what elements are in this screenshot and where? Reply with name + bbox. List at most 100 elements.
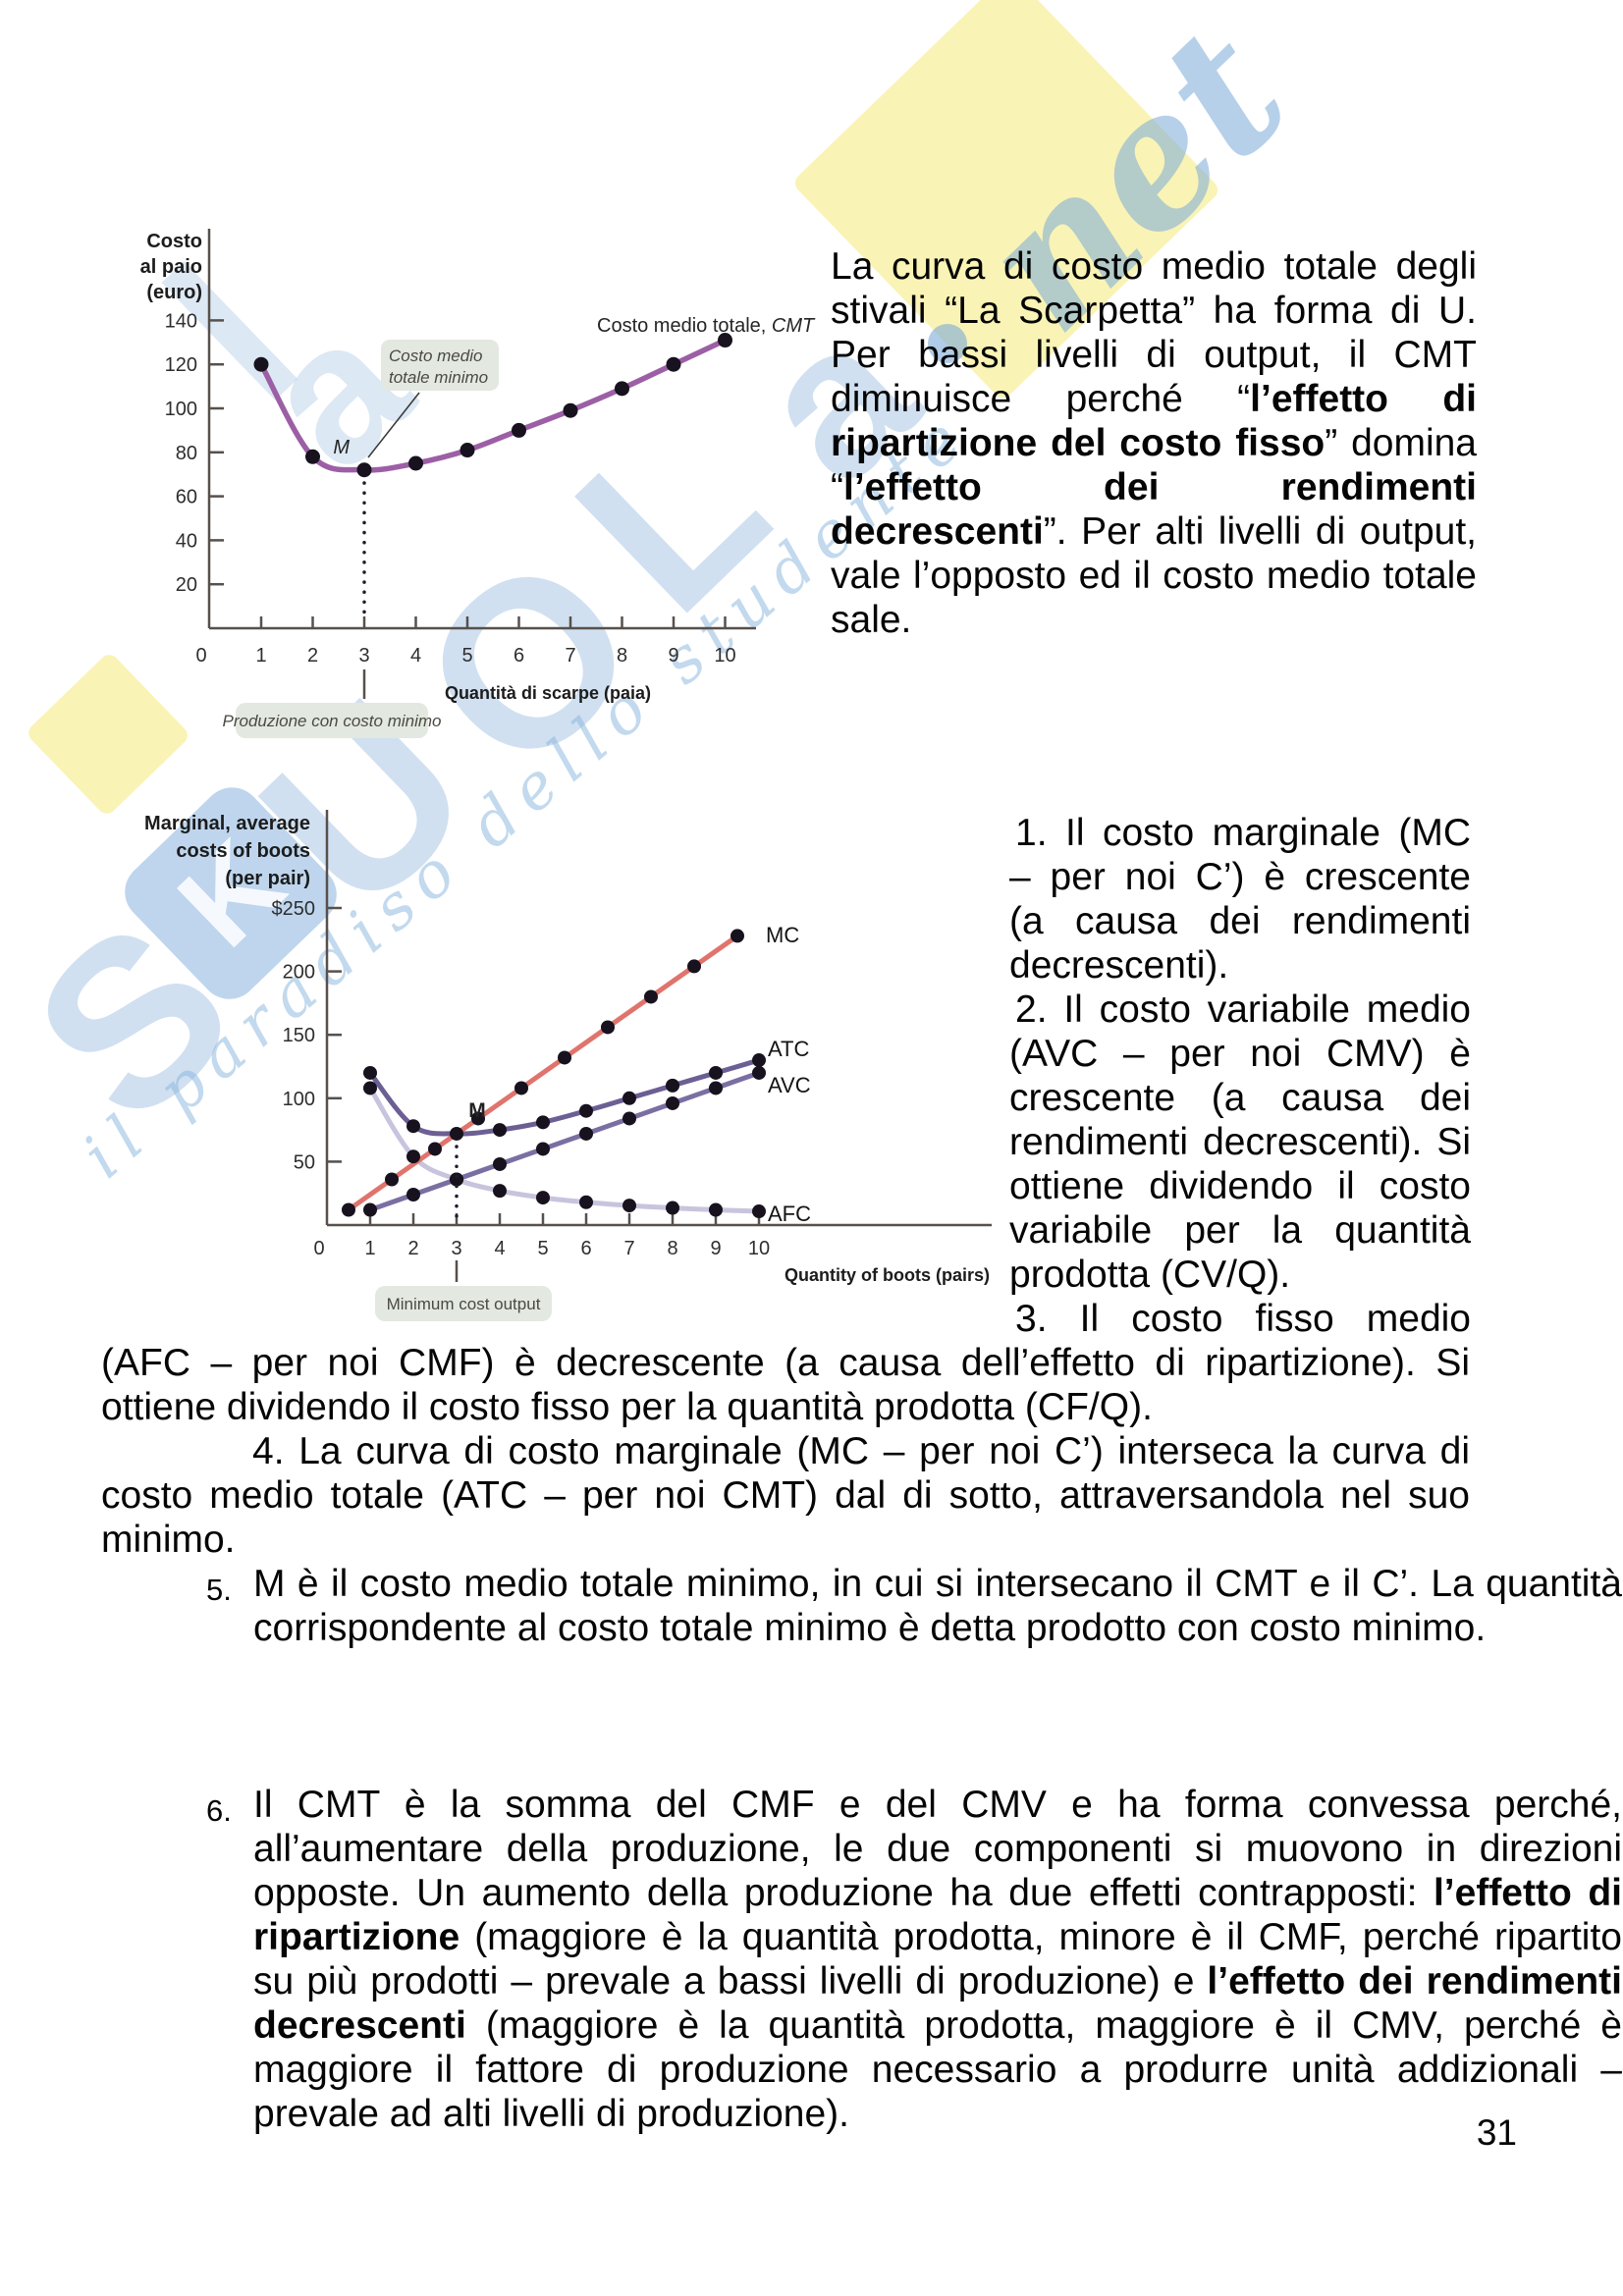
note-item-5: 5. M è il costo medio totale minimo, in … — [101, 1562, 1622, 1650]
data-point-AVC — [493, 1156, 507, 1171]
data-point-AVC — [622, 1111, 636, 1126]
x-tick-label: 9 — [710, 1238, 721, 1259]
x-tick-label: 7 — [565, 645, 575, 667]
x-tick-label: 6 — [580, 1238, 591, 1259]
list-number: 5. — [206, 1573, 232, 1607]
data-point-ATC — [666, 1078, 679, 1093]
y-tick-label: 120 — [165, 354, 197, 376]
data-point-MC — [342, 1202, 355, 1217]
note-item-3-first-line: 3. Il costo fisso medio — [1015, 1298, 1471, 1340]
data-point-CMT — [408, 455, 423, 471]
x-tick-label: 2 — [407, 1238, 418, 1259]
data-point-MC — [514, 1081, 528, 1095]
y-tick-label: 80 — [176, 443, 197, 464]
data-point-AVC — [752, 1065, 766, 1080]
data-point-MC — [730, 929, 744, 943]
data-point-CMT — [615, 381, 629, 397]
data-point-AFC — [752, 1204, 766, 1219]
series-curve-MC — [346, 933, 740, 1212]
series-curve-AFC — [367, 1086, 762, 1214]
data-point-CMT — [666, 356, 681, 372]
data-point-CMT — [356, 462, 372, 478]
data-point-ATC — [579, 1103, 593, 1118]
data-point-AFC — [536, 1191, 550, 1205]
x-tick-label: 4 — [494, 1238, 505, 1259]
chart1-callout-pointer — [367, 392, 420, 458]
data-point-AVC — [536, 1142, 550, 1156]
note-item-6-text: Il CMT è la somma del CMF e del CMV e ha… — [253, 1784, 1622, 2135]
data-point-MC — [471, 1111, 485, 1126]
chart-costo-medio-totale: 20 40 60 80 100 120 140 0 1 2 3 4 5 6 7 8 9 10 Costo al p… — [140, 229, 816, 738]
notes-right-column: 1. Il costo marginale (MC – per noi C’) … — [1009, 811, 1471, 1341]
data-point-AVC — [666, 1095, 679, 1110]
chart1-annotations: Costo al paio (euro) Costo medio totale,… — [140, 231, 816, 738]
series-curve-ATC — [367, 1057, 762, 1137]
y-tick-label: 200 — [283, 962, 315, 984]
chart1-y-axis-title: Costo — [146, 231, 202, 252]
x-tick-label: 5 — [461, 645, 472, 667]
data-point-MC — [385, 1172, 399, 1187]
data-point-AFC — [622, 1199, 636, 1213]
page-number: 31 — [1476, 2112, 1517, 2153]
data-point-AFC — [666, 1201, 679, 1215]
data-point-CMT — [563, 402, 578, 418]
x-tick-label: 9 — [668, 645, 678, 667]
x-tick-label: 0 — [313, 1238, 324, 1259]
y-tick-label: 100 — [283, 1089, 315, 1110]
data-point-AVC — [579, 1126, 593, 1141]
chart2-xaxis-note-box — [375, 1286, 552, 1321]
data-point-MC — [558, 1050, 571, 1065]
data-point-CMT — [718, 333, 732, 348]
x-tick-label: 8 — [617, 645, 627, 667]
x-tick-label: 1 — [255, 645, 266, 667]
data-point-AFC — [709, 1202, 723, 1217]
watermark-net-dot — [928, 324, 967, 363]
data-point-MC — [428, 1142, 442, 1156]
chart2-plot-area: 50 100 150 200 $250 0 1 2 3 4 5 6 7 8 9 10 — [272, 810, 992, 1259]
chart2-series-label-avc: AVC — [768, 1073, 811, 1097]
y-tick-label: 150 — [283, 1025, 315, 1046]
data-point-ATC — [450, 1126, 463, 1141]
data-point-CMT — [512, 422, 526, 438]
note-item-3-text: (AFC – per noi CMF) è decrescente (a cau… — [101, 1342, 1470, 1428]
x-tick-label: 5 — [537, 1238, 548, 1259]
chart1-y-axis-title: al paio — [140, 256, 202, 278]
paragraph-cmt-description: La curva di costo medio totale degli sti… — [831, 244, 1477, 642]
data-point-AVC — [406, 1187, 420, 1201]
data-point-ATC — [363, 1065, 377, 1080]
x-tick-label: 1 — [364, 1238, 375, 1259]
y-tick-label: 140 — [165, 310, 197, 332]
y-tick-label: 40 — [176, 530, 197, 552]
data-point-ATC — [709, 1065, 723, 1080]
x-tick-label: 0 — [195, 645, 206, 667]
data-point-CMT — [253, 356, 269, 372]
data-point-MC — [644, 989, 658, 1004]
note-item-5-text: M è il costo medio totale minimo, in cui… — [253, 1563, 1622, 1649]
paragraph-text: La curva di costo medio totale degli sti… — [831, 245, 1477, 641]
chart1-callout-text: Costo medio — [389, 347, 482, 365]
y-tick-label: 50 — [294, 1151, 315, 1173]
chart1-xaxis-note: Produzione con costo minimo — [222, 712, 441, 730]
data-point-MC — [687, 959, 701, 974]
note-item-3-continuation: (AFC – per noi CMF) è decrescente (a cau… — [101, 1341, 1470, 1429]
note-item-2: 2. Il costo variabile medio (AVC – per n… — [1009, 988, 1471, 1296]
data-point-AFC — [406, 1149, 420, 1164]
x-tick-label: 10 — [748, 1238, 770, 1259]
chart1-curve-label: Costo medio totale, CMT — [597, 315, 816, 337]
x-tick-label: 10 — [714, 645, 735, 667]
chart1-xaxis-note-box — [236, 703, 428, 738]
data-point-ATC — [752, 1053, 766, 1068]
y-tick-label: $250 — [272, 898, 316, 920]
chart1-min-point-label: M — [333, 437, 350, 458]
list-number: 6. — [206, 1793, 232, 1828]
data-point-MC — [601, 1020, 615, 1035]
chart-marginal-average-costs: 50 100 150 200 $250 0 1 2 3 4 5 6 7 8 9 10 Marginal, av… — [144, 810, 992, 1321]
x-tick-label: 6 — [514, 645, 524, 667]
chart2-annotations: Marginal, average costs of boots (per pa… — [144, 813, 990, 1321]
data-point-AFC — [450, 1172, 463, 1187]
chart1-y-axis-title: (euro) — [146, 282, 202, 303]
x-tick-label: 8 — [667, 1238, 677, 1259]
chart1-callout-text: totale minimo — [389, 368, 488, 387]
data-point-AVC — [363, 1202, 377, 1217]
